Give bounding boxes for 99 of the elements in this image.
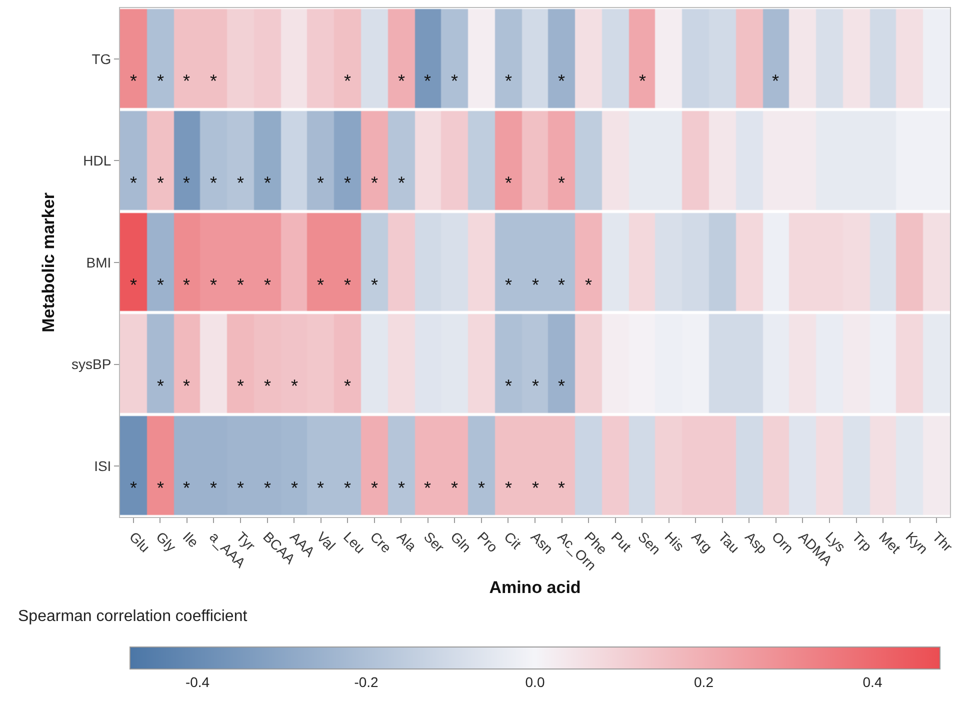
color-bar-label: 0.4 — [862, 674, 882, 690]
data-label: * — [264, 173, 272, 193]
x-tick-label: Pro — [474, 528, 502, 556]
x-tick-label: Ile — [180, 528, 202, 550]
x-tick-label: Asn — [528, 528, 556, 557]
data-label: * — [183, 376, 190, 396]
x-tick-label: Cre — [367, 528, 395, 556]
data-label: * — [130, 478, 138, 498]
data-label: * — [157, 71, 164, 91]
data-label: * — [344, 71, 352, 91]
x-tick-label: Put — [608, 528, 634, 555]
data-label: * — [210, 275, 218, 295]
color-bar-title: Spearman correlation coefficient — [18, 608, 248, 625]
x-axis-title: Amino acid — [489, 578, 581, 597]
data-label: * — [398, 173, 406, 193]
x-tick-label: Tau — [715, 528, 743, 556]
x-tick-label: Asp — [742, 528, 771, 558]
data-label: * — [344, 275, 352, 295]
data-label: * — [317, 478, 324, 498]
data-label: * — [264, 478, 272, 498]
data-label: * — [478, 478, 486, 498]
y-axis-title: Metabolic marker — [39, 192, 58, 332]
data-label: * — [264, 275, 272, 295]
data-label: * — [505, 376, 512, 396]
x-tick-label: Ser — [420, 528, 448, 556]
data-label: * — [183, 173, 190, 193]
y-tick-label: sysBP — [72, 356, 112, 372]
data-label: * — [210, 71, 218, 91]
data-label: * — [558, 478, 566, 498]
x-tick-label: Orn — [768, 528, 797, 556]
data-label: * — [424, 478, 432, 498]
data-label: * — [344, 376, 352, 396]
data-label: * — [505, 173, 512, 193]
data-label: * — [264, 376, 272, 396]
x-tick-label: Thr — [930, 528, 956, 555]
data-label: * — [130, 275, 138, 295]
data-label: * — [157, 275, 164, 295]
data-label: * — [210, 478, 218, 498]
data-label: * — [505, 71, 512, 91]
data-label: * — [183, 478, 190, 498]
data-label: * — [558, 275, 566, 295]
data-label: * — [558, 71, 566, 91]
y-tick-label: BMI — [86, 254, 112, 270]
data-label: * — [505, 275, 512, 295]
data-label: * — [532, 376, 540, 396]
data-label: * — [130, 71, 138, 91]
y-tick-label: TG — [92, 50, 112, 67]
data-label: * — [371, 173, 378, 193]
color-bar-label: -0.2 — [354, 674, 379, 690]
data-label: * — [317, 173, 324, 193]
data-label: * — [317, 275, 324, 295]
data-label: * — [237, 478, 244, 498]
data-label: * — [585, 275, 592, 295]
data-label: * — [639, 71, 646, 91]
color-bar-label: -0.4 — [185, 674, 210, 690]
data-label: * — [532, 275, 540, 295]
x-tick-label: His — [662, 528, 688, 554]
data-label: * — [505, 478, 512, 498]
data-label: * — [157, 173, 164, 193]
color-bar-label: 0.2 — [694, 674, 714, 690]
x-tick-label: Kyn — [902, 528, 932, 557]
x-tick-label: Cit — [501, 528, 525, 552]
data-label: * — [130, 173, 138, 193]
data-label: * — [183, 275, 190, 295]
data-label: * — [532, 478, 540, 498]
data-label: * — [558, 376, 566, 396]
x-tick-label: Val — [314, 528, 339, 554]
x-tick-label: Sen — [635, 528, 664, 558]
data-label: * — [291, 376, 298, 396]
data-label: * — [237, 275, 244, 295]
data-label: * — [371, 478, 378, 498]
x-tick-label: Trp — [849, 528, 876, 555]
data-label: * — [451, 71, 458, 91]
data-label: * — [237, 173, 244, 193]
color-bar-label: 0.0 — [525, 674, 545, 690]
data-label: * — [398, 71, 406, 91]
y-tick-label: ISI — [94, 458, 112, 474]
x-tick-label: Arg — [688, 528, 716, 556]
data-label: * — [157, 376, 164, 396]
x-tick-label: Gly — [153, 528, 180, 555]
data-label: * — [291, 478, 298, 498]
x-tick-label: Leu — [340, 528, 368, 556]
data-label: * — [344, 478, 352, 498]
x-tick-label: Ala — [394, 528, 420, 554]
data-label: * — [237, 376, 244, 396]
data-label: * — [558, 173, 566, 193]
data-label: * — [210, 173, 218, 193]
data-label: * — [371, 275, 378, 295]
data-label: * — [424, 71, 432, 91]
data-label: * — [398, 478, 406, 498]
y-tick-label: HDL — [83, 152, 112, 169]
data-label: * — [344, 173, 352, 193]
data-label: * — [183, 71, 190, 91]
x-tick-label: Gln — [448, 528, 474, 556]
x-tick-label: Glu — [126, 528, 154, 556]
data-label: * — [772, 71, 780, 91]
data-label: * — [451, 478, 458, 498]
x-tick-label: Met — [876, 528, 904, 556]
data-label: * — [157, 478, 164, 498]
